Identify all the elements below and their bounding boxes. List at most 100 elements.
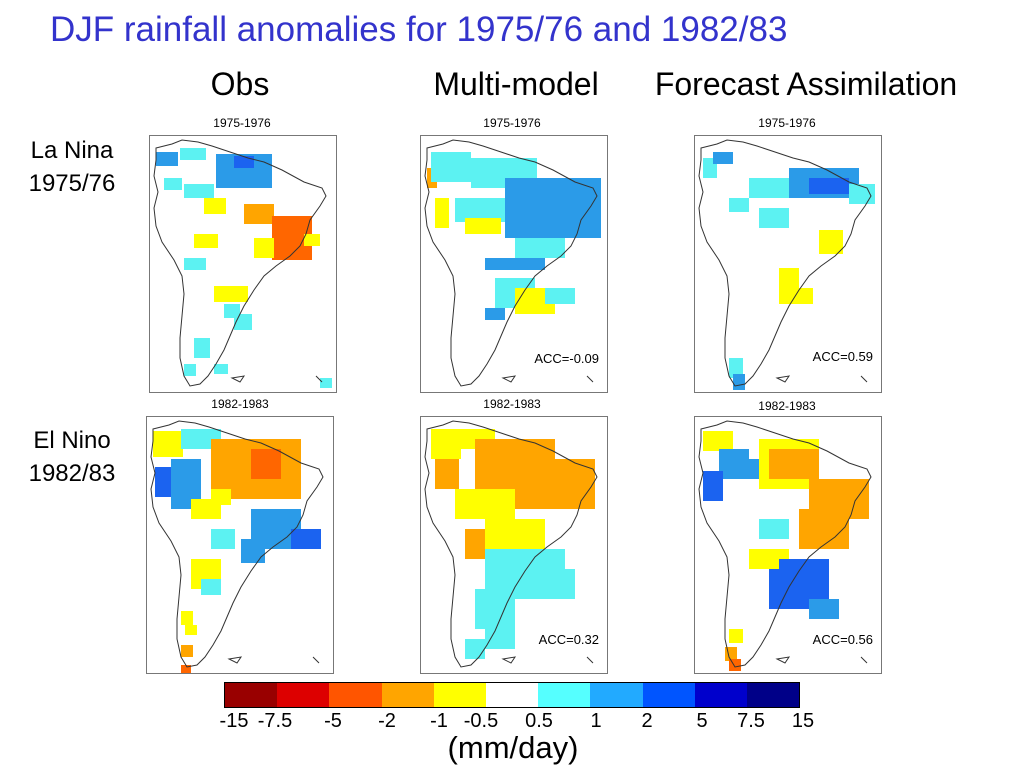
anomaly-cell — [455, 489, 515, 519]
anomaly-cell — [729, 629, 743, 643]
coastline — [153, 139, 327, 387]
colorbar — [224, 682, 800, 708]
anomaly-cell — [575, 198, 601, 238]
row-label-el-nino-line2: 1982/83 — [28, 460, 116, 487]
colorbar-tick: 0.5 — [525, 710, 553, 732]
anomaly-cell — [759, 208, 789, 228]
anomaly-cell — [153, 431, 183, 457]
map-forecast-assimilation-1982 — [698, 420, 872, 671]
anomaly-cell — [759, 519, 789, 539]
anomaly-cell — [320, 378, 332, 388]
anomaly-cell — [465, 218, 501, 234]
coastline — [424, 139, 598, 387]
map-multi-model-1982 — [424, 420, 598, 668]
colorbar-tick: -0.5 — [463, 710, 499, 732]
anomaly-cell — [485, 619, 515, 649]
anomaly-cell — [214, 364, 228, 374]
anomaly-cell — [241, 539, 265, 563]
column-header-forecast-assimilation: Forecast Assimilation — [654, 66, 958, 102]
anomaly-cell — [254, 238, 274, 258]
island-outline — [501, 375, 594, 383]
anomaly-cell — [799, 509, 849, 549]
colorbar-units: (mm/day) — [447, 730, 579, 765]
anomaly-cell — [713, 152, 733, 164]
anomaly-cell — [164, 178, 182, 190]
anomaly-cell — [184, 364, 196, 376]
anomaly-cell — [555, 479, 595, 509]
anomaly-cell — [515, 238, 565, 258]
anomaly-cell — [194, 338, 210, 358]
colorbar-tick: 5 — [696, 710, 708, 732]
colorbar-tick: 15 — [791, 710, 815, 732]
acc-label: ACC=-0.09 — [534, 351, 599, 366]
colorbar-tick: -15 — [219, 710, 249, 732]
colorbar-tick: 1 — [590, 710, 602, 732]
colorbar-cell — [642, 683, 695, 707]
colorbar-cell — [538, 683, 591, 707]
anomaly-cell — [783, 288, 813, 304]
row-label-el-nino: El Nino 1982/83 — [14, 424, 130, 490]
anomaly-cell — [211, 489, 231, 505]
colorbar-tick: -1 — [430, 710, 448, 732]
panel-year-label: 1982-1983 — [211, 397, 269, 411]
anomaly-cell — [485, 258, 545, 270]
anomaly-cell — [251, 449, 281, 479]
anomaly-cell — [435, 459, 459, 489]
map-panel-multi-model-1982: ACC=0.32 — [420, 416, 608, 674]
anomaly-cell — [545, 288, 575, 304]
anomaly-cell — [809, 178, 849, 194]
map-panel-multi-model-1975: ACC=-0.09 — [420, 135, 608, 393]
anomaly-cell — [156, 152, 178, 166]
anomaly-cells — [703, 152, 875, 390]
anomaly-cell — [184, 258, 206, 270]
anomaly-cell — [234, 314, 252, 330]
colorbar-tick: -5 — [324, 710, 342, 732]
anomaly-cells — [427, 152, 601, 320]
island-outline — [227, 656, 320, 664]
acc-label: ACC=0.32 — [538, 632, 599, 647]
panel-year-label: 1975-1976 — [483, 116, 541, 130]
anomaly-cell — [733, 374, 745, 390]
anomaly-cell — [485, 308, 505, 320]
coastline — [150, 420, 324, 668]
map-panel-forecast-assimilation-1975: ACC=0.59 — [694, 135, 882, 393]
map-obs-1982 — [150, 420, 324, 673]
anomaly-cell — [180, 148, 206, 160]
island-outline — [230, 375, 323, 383]
anomaly-cell — [729, 358, 743, 378]
anomaly-cell — [729, 198, 749, 212]
acc-label: ACC=0.59 — [812, 349, 873, 364]
colorbar-cell — [485, 683, 539, 707]
map-forecast-assimilation-1975 — [698, 139, 875, 390]
anomaly-cell — [234, 156, 254, 168]
anomaly-cell — [431, 152, 471, 182]
island-outline — [775, 656, 868, 664]
anomaly-cell — [703, 471, 723, 501]
colorbar-cell — [746, 683, 800, 707]
anomaly-cell — [465, 529, 485, 559]
colorbar-tick: -7.5 — [257, 710, 293, 732]
column-header-multi-model: Multi-model — [433, 66, 599, 102]
anomaly-cell — [703, 431, 733, 451]
row-label-la-nina-line1: La Nina — [30, 137, 114, 164]
anomaly-cell — [779, 559, 829, 579]
colorbar-tick: 2 — [641, 710, 653, 732]
anomaly-cell — [214, 286, 248, 302]
anomaly-cell — [515, 569, 575, 599]
panel-year-label: 1982-1983 — [483, 397, 541, 411]
anomaly-cell — [435, 198, 449, 228]
map-obs-1975 — [153, 139, 332, 388]
anomaly-cells — [156, 148, 332, 388]
map-panel-obs-1982 — [146, 416, 334, 674]
row-label-la-nina: La Nina 1975/76 — [14, 134, 130, 200]
acc-label: ACC=0.56 — [812, 632, 873, 647]
map-panel-obs-1975 — [149, 135, 337, 393]
colorbar-cell — [225, 683, 278, 707]
page-title: DJF rainfall anomalies for 1975/76 and 1… — [50, 10, 788, 49]
anomaly-cell — [201, 579, 221, 595]
coastline — [698, 420, 872, 668]
panel-year-label: 1975-1976 — [758, 116, 816, 130]
panel-year-label: 1982-1983 — [758, 399, 816, 413]
anomaly-cell — [194, 234, 218, 248]
anomaly-cell — [181, 611, 193, 625]
